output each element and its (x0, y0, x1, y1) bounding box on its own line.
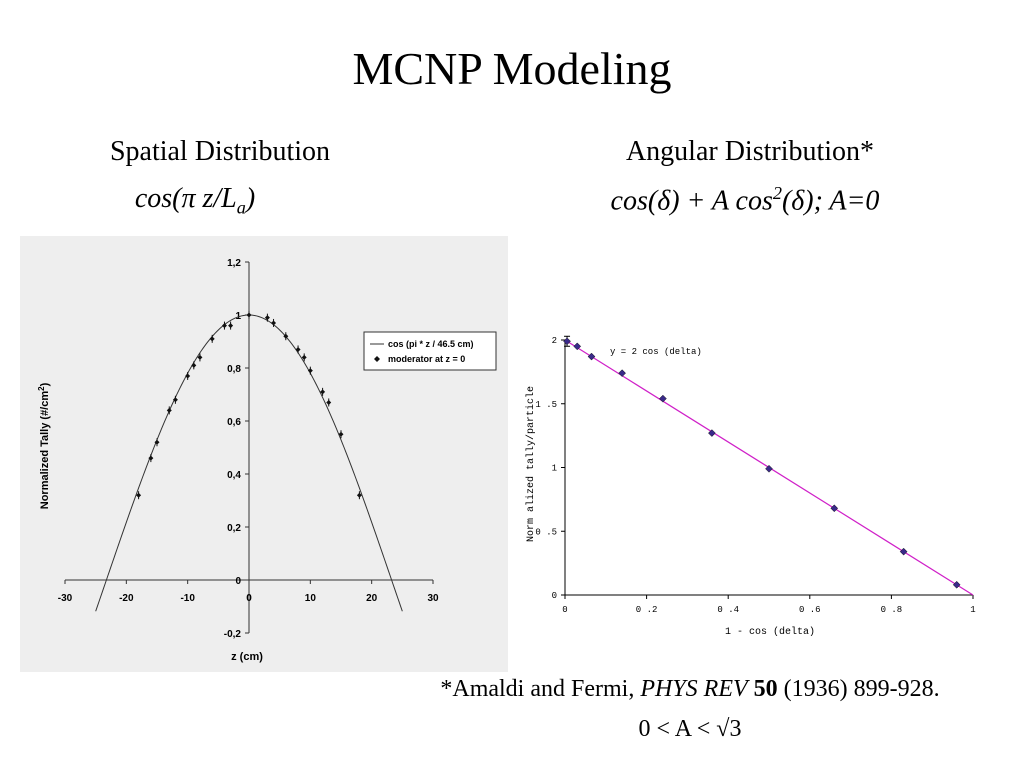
data-point (338, 431, 344, 437)
data-point (301, 354, 307, 360)
data-point (221, 323, 227, 329)
spatial-chart-axes: -30 -20 -10 0 10 20 30-0,200,20,40,60,811,2 (58, 258, 439, 640)
y-tick-label: 0 (552, 591, 557, 601)
data-point (271, 320, 277, 326)
data-point (573, 342, 582, 351)
y-tick-label: -0,2 (224, 629, 242, 640)
data-point (166, 407, 172, 413)
spatial-chart: -30 -20 -10 0 10 20 30-0,200,20,40,60,811,2 z … (37, 258, 497, 663)
data-point (148, 455, 154, 461)
legend-diamond-swatch (374, 356, 380, 362)
spatial-x-axis-label: z (cm) (231, 651, 263, 663)
data-point (264, 315, 270, 321)
ylabel-main: Normalized Tally (#/cm (39, 391, 51, 510)
formula-prefix: cos( (134, 183, 182, 214)
spatial-y-axis-label: Normalized Tally (#/cm2) (37, 382, 51, 509)
citation-journal: PHYS REV (640, 676, 748, 702)
y-tick-label: 0 (235, 576, 241, 587)
x-tick-label: 0 .6 (799, 605, 821, 615)
x-tick-label: -20 (119, 593, 134, 604)
x-tick-label: 0 .4 (717, 605, 739, 615)
citation-volume: 50 (753, 676, 778, 702)
x-tick-label: 0 .8 (881, 605, 903, 615)
data-point (830, 504, 839, 513)
y-tick-label: 2 (552, 336, 557, 346)
slide-title: MCNP Modeling (352, 43, 672, 94)
spatial-data-points (136, 311, 362, 500)
data-point (708, 429, 716, 437)
x-tick-label: 0 .2 (636, 605, 658, 615)
angular-x-axis-label: 1 - cos (delta) (725, 626, 815, 638)
citation: *Amaldi and Fermi, PHYS REV 50 (1936) 89… (380, 676, 1000, 703)
spatial-formula: cos(π z/La) (100, 183, 290, 219)
data-point (587, 352, 596, 361)
data-point (295, 346, 301, 352)
angular-distribution-heading: Angular Distribution* (625, 136, 875, 167)
data-point (307, 368, 313, 374)
y-tick-label: 0,4 (227, 470, 241, 481)
ylabel-suffix: ) (39, 382, 51, 386)
data-point (136, 492, 142, 498)
data-point (563, 337, 571, 346)
y-tick-label: 1 (552, 464, 557, 474)
formula-superscript: 2 (772, 183, 782, 203)
formula-part2: (δ); A=0 (781, 185, 880, 217)
y-tick-label: 1 .5 (535, 400, 557, 410)
data-point (197, 354, 203, 360)
x-tick-label: 10 (305, 593, 317, 604)
pi-symbol: π (181, 183, 196, 214)
data-point (228, 323, 234, 329)
x-tick-label: 0 (562, 605, 567, 615)
data-point (899, 547, 908, 556)
legend-box (363, 331, 497, 371)
formula-suffix: ) (245, 183, 256, 214)
y-tick-label: 0,2 (227, 523, 241, 534)
angular-y-axis-label: Norm alized tally/particle (525, 386, 537, 542)
data-point (320, 389, 326, 395)
x-tick-label: 0 (246, 593, 252, 604)
data-point (659, 394, 667, 403)
spatial-legend: cos (pi * z / 46.5 cm) moderator at z = … (363, 331, 497, 371)
angular-formula: cos(δ) + A cos2(δ); A=0 (540, 183, 950, 217)
data-point (246, 312, 252, 318)
legend-entry-curve: cos (pi * z / 46.5 cm) (388, 339, 474, 349)
data-point (618, 369, 626, 378)
data-point (209, 336, 215, 342)
data-point (191, 362, 197, 368)
spatial-chart-panel: -30 -20 -10 0 10 20 30 -0,2 0 0,2 0,4 0,6 0,8 1 1,2 z … (20, 236, 508, 672)
data-point (185, 373, 191, 379)
angular-data-points (563, 335, 961, 589)
formula-part1: cos(δ) + A cos (610, 185, 773, 217)
x-tick-label: -30 (58, 593, 73, 604)
y-tick-label: 1,2 (227, 258, 241, 269)
data-point (952, 580, 961, 589)
x-tick-label: 20 (366, 593, 378, 604)
x-tick-label: 30 (427, 593, 439, 604)
data-point (356, 492, 362, 498)
y-tick-label: 0 .5 (535, 527, 557, 537)
data-point (283, 333, 289, 339)
ylabel-sup: 2 (37, 386, 46, 391)
x-tick-label: 1 (970, 605, 975, 615)
data-point (765, 464, 773, 473)
citation-prefix: *Amaldi and Fermi, (440, 676, 641, 702)
a-range-note: 0 < A < √3 (638, 716, 742, 742)
y-tick-label: 0,6 (227, 417, 241, 428)
legend-entry-points: moderator at z = 0 (388, 354, 465, 364)
data-point (326, 399, 332, 405)
x-tick-label: -10 (180, 593, 195, 604)
fit-annotation: y = 2 cos (delta) (610, 347, 702, 357)
angular-chart-axes: 0 0 .2 0 .4 0 .6 0 .8 1 0 0 .5 1 1 .5 2 (535, 336, 975, 615)
data-point (154, 439, 160, 445)
citation-rest: (1936) 899-928. (777, 676, 940, 702)
spatial-distribution-heading: Spatial Distribution (109, 136, 331, 167)
y-tick-label: 0,8 (227, 364, 241, 375)
data-point (172, 397, 178, 403)
formula-subscript: a (236, 197, 246, 218)
formula-mid: z/L (195, 183, 237, 214)
angular-chart: 0 0 .2 0 .4 0 .6 0 .8 1 0 0 .5 1 1 .5 2 y = 2 cos … (525, 335, 976, 638)
